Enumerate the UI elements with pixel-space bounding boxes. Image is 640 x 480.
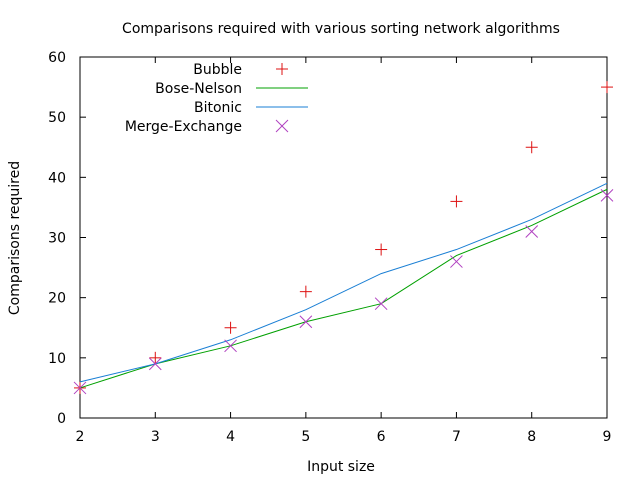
series-merge-exchange bbox=[73, 189, 614, 395]
data-point-bubble bbox=[299, 285, 312, 298]
legend-swatch bbox=[276, 63, 288, 75]
x-axis-label: Input size bbox=[307, 459, 375, 475]
y-axis-label: Comparisons required bbox=[7, 161, 23, 315]
chart-title: Comparisons required with various sortin… bbox=[122, 21, 560, 37]
legend-item-merge-exchange: Merge-Exchange bbox=[125, 119, 289, 135]
data-point-bubble bbox=[375, 243, 388, 256]
data-point-bubble bbox=[525, 141, 538, 154]
x-tick-label: 6 bbox=[377, 429, 386, 445]
y-tick-label: 60 bbox=[48, 50, 66, 66]
y-tick-label: 50 bbox=[48, 110, 66, 126]
data-point-merge-exchange bbox=[374, 297, 388, 311]
data-point-merge-exchange bbox=[525, 225, 539, 238]
data-point-merge-exchange bbox=[224, 339, 237, 353]
x-tick-label: 3 bbox=[151, 429, 160, 445]
data-point-bubble bbox=[450, 195, 463, 208]
series-line-bose-nelson bbox=[79, 188, 608, 389]
legend-label: Bitonic bbox=[194, 100, 242, 116]
legend-item-bose-nelson: Bose-Nelson bbox=[155, 81, 308, 97]
legend-label: Bose-Nelson bbox=[155, 81, 242, 97]
data-point-merge-exchange bbox=[450, 255, 463, 268]
data-point-merge-exchange bbox=[73, 381, 87, 395]
x-tick-label: 2 bbox=[76, 429, 85, 445]
data-point-bubble bbox=[149, 351, 162, 364]
data-point-bubble bbox=[601, 81, 613, 94]
x-tick-label: 7 bbox=[452, 429, 461, 445]
data-point-merge-exchange bbox=[600, 189, 614, 202]
plot-border bbox=[79, 56, 608, 419]
y-tick-label: 20 bbox=[48, 291, 66, 307]
y-tick-label: 10 bbox=[48, 351, 66, 367]
x-tick-label: 5 bbox=[301, 429, 310, 445]
y-tick-label: 0 bbox=[57, 411, 66, 427]
legend-swatch bbox=[275, 119, 289, 133]
legend-label: Merge-Exchange bbox=[125, 119, 242, 135]
x-tick-label: 4 bbox=[226, 429, 235, 445]
series-bose-nelson bbox=[79, 188, 608, 389]
series-bitonic bbox=[79, 182, 608, 383]
legend-label: Bubble bbox=[193, 62, 242, 78]
data-point-bubble bbox=[224, 321, 237, 334]
x-tick-label: 8 bbox=[527, 429, 536, 445]
legend-item-bitonic: Bitonic bbox=[194, 100, 308, 116]
legend-item-bubble: Bubble bbox=[193, 62, 288, 78]
series-line-bitonic bbox=[79, 182, 608, 383]
data-point-merge-exchange bbox=[148, 357, 162, 371]
y-tick-label: 30 bbox=[48, 231, 66, 247]
legend: Bubble Bose-Nelson Bitonic Merge-Exchange bbox=[125, 62, 308, 135]
plot-area bbox=[73, 81, 614, 395]
data-point-merge-exchange bbox=[299, 315, 313, 329]
axes: 2 3 4 5 6 7 8 9 0 10 20 30 40 50 60 bbox=[48, 50, 611, 445]
x-tick-label: 9 bbox=[603, 429, 612, 445]
y-tick-label: 40 bbox=[48, 170, 66, 186]
